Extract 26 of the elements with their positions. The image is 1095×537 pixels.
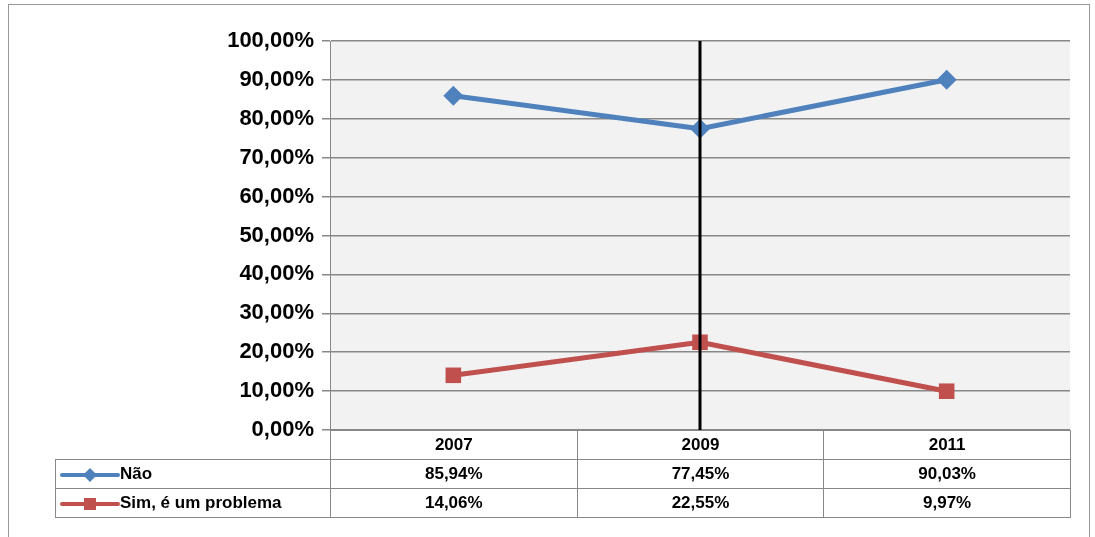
y-tick-label: 90,00% [239, 65, 314, 91]
y-tick-label: 0,00% [251, 416, 314, 442]
x-tick-label: 2009 [577, 430, 824, 460]
point [936, 69, 957, 90]
y-tick-label: 30,00% [239, 299, 314, 325]
point [443, 85, 464, 106]
y-tick-label: 40,00% [239, 260, 314, 286]
text: 22,55% [671, 493, 730, 512]
x-tick-label: 2007 [330, 430, 578, 460]
y-tick-label: 10,00% [239, 377, 314, 403]
y-tick-label: 70,00% [239, 143, 314, 169]
point [938, 383, 955, 399]
text: 9,97% [923, 493, 972, 512]
text: 77,45% [671, 464, 730, 483]
legend-label: Não [120, 464, 153, 483]
legend-label: Sim, é um problema [120, 493, 282, 512]
text: 90,03% [918, 464, 976, 483]
point [445, 367, 462, 384]
y-tick-label: 60,00% [239, 182, 314, 208]
text: 85,94% [424, 464, 483, 483]
y-tick-label: 100,00% [227, 27, 314, 53]
x-tick-label: 2011 [823, 430, 1071, 460]
y-tick-label: 50,00% [239, 221, 314, 247]
y-tick-label: 80,00% [239, 104, 314, 130]
y-tick-label: 20,00% [239, 338, 314, 364]
text: 14,06% [424, 493, 483, 512]
